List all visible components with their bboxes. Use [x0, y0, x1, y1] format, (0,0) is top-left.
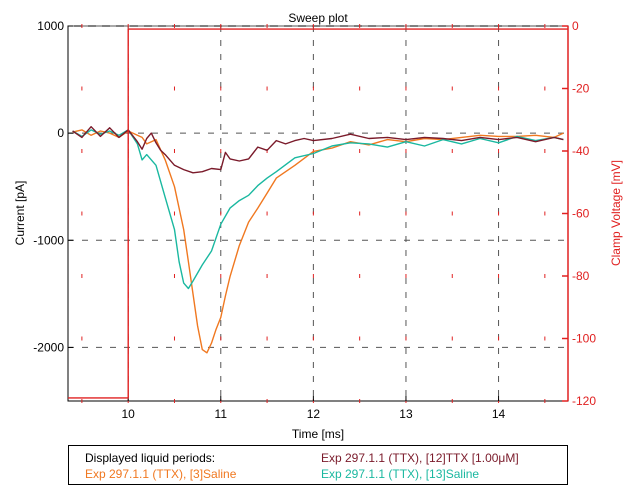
x-tick-label: 12 — [307, 407, 321, 421]
x-tick-label: 10 — [122, 407, 136, 421]
y-tick-label: -1000 — [33, 233, 64, 247]
y-tick-label: 0 — [57, 126, 64, 140]
axis-ticks: 10 11 12 13 14 1000 0 -1000 -2000 0 -20 -40 -60 -80 -1… — [33, 19, 596, 421]
y-tick-label: 1000 — [37, 19, 64, 33]
legend-item-ttx12: Exp 297.1.1 (TTX), [12]TTX [1.00μM] — [321, 451, 519, 465]
x-axis-label: Time [ms] — [292, 427, 344, 441]
y2-tick-label: -60 — [572, 207, 590, 221]
legend-item-saline13: Exp 297.1.1 (TTX), [13]Saline — [321, 467, 480, 481]
x-tick-label: 14 — [492, 407, 506, 421]
x-tick-label: 13 — [399, 407, 413, 421]
chart-title: Sweep plot — [288, 11, 348, 25]
y-tick-label: -2000 — [33, 340, 64, 354]
y2-tick-label: -40 — [572, 144, 590, 158]
legend-title: Displayed liquid periods: — [85, 451, 216, 465]
y-axis-label: Current [pA] — [13, 181, 27, 246]
x-tick-label: 11 — [215, 407, 228, 421]
legend: Displayed liquid periods: Exp 297.1.1 (T… — [68, 445, 568, 485]
plot-area-frame — [67, 25, 569, 402]
legend-item-saline3: Exp 297.1.1 (TTX), [3]Saline — [85, 467, 237, 481]
series-line-ttx12 — [72, 125, 564, 174]
y2-tick-label: -100 — [572, 332, 596, 346]
y2-tick-label: -20 — [572, 82, 590, 96]
y2-tick-label: 0 — [572, 19, 579, 33]
y2-tick-label: -120 — [572, 394, 596, 408]
grid-lines — [68, 24, 568, 403]
series-line-saline3 — [72, 129, 564, 354]
series-line-saline13 — [72, 129, 564, 290]
series-lines — [68, 28, 568, 399]
y2-tick-label: -80 — [572, 269, 590, 283]
y2-axis-label: Clamp Voltage [mV] — [609, 160, 623, 266]
series-line-voltage — [68, 28, 568, 399]
